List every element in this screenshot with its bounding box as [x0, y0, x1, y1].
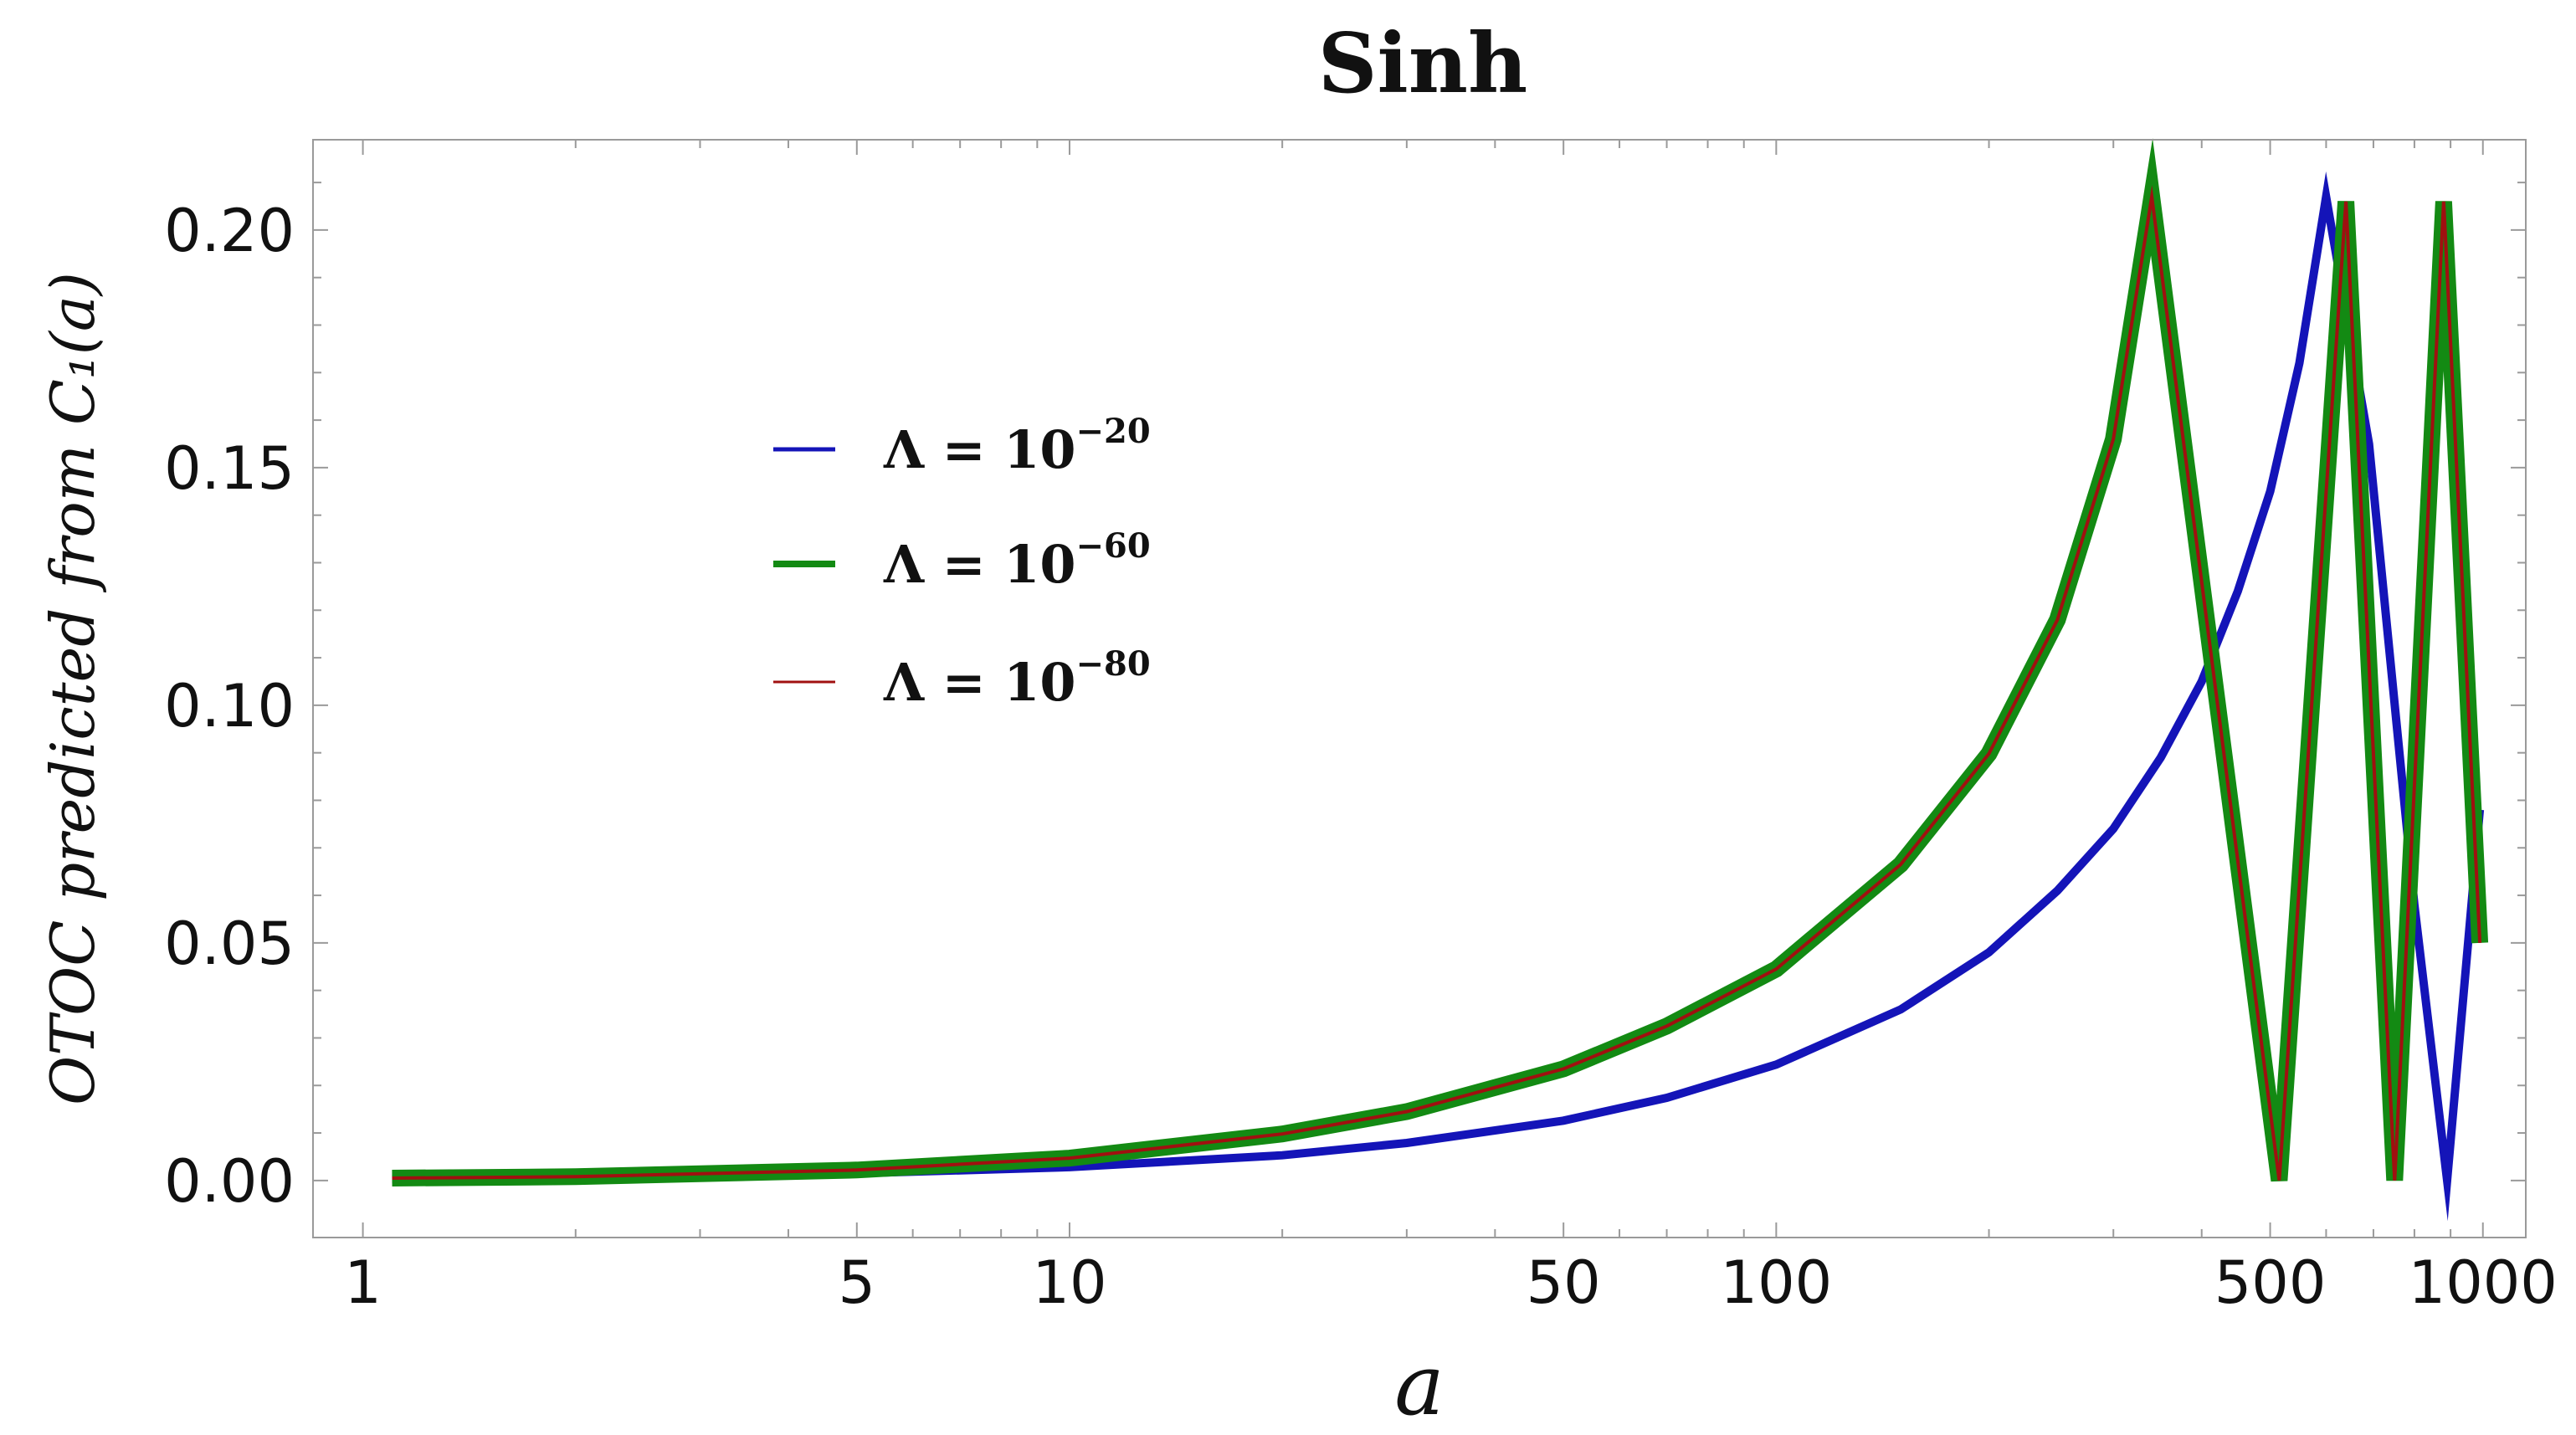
- legend-item-lambda-1e-20: Λ = 10−20: [773, 412, 1151, 480]
- chart-title: Sinh: [1318, 16, 1528, 112]
- legend-label: Λ = 10−80: [883, 644, 1151, 713]
- x-tick-label: 50: [1527, 1248, 1601, 1317]
- y-ticks: 0.00 0.05 0.10 0.15 0.20: [164, 182, 2526, 1216]
- plot-frame: [312, 139, 2527, 1238]
- y-tick-label: 0.15: [164, 434, 295, 503]
- y-tick-label: 0.20: [164, 197, 295, 265]
- x-tick-label: 5: [839, 1248, 876, 1317]
- x-tick-label: 1000: [2409, 1248, 2558, 1317]
- series-line-lambda-1e-80: [392, 185, 2482, 1181]
- y-tick-label: 0.00: [164, 1147, 295, 1216]
- x-axis-label: a: [1394, 1336, 1445, 1434]
- legend: Λ = 10−20 Λ = 10−60 Λ = 10−80: [773, 412, 1151, 713]
- legend-label-exponent: −20: [1076, 412, 1151, 451]
- legend-label-exponent: −60: [1076, 526, 1151, 566]
- legend-label-exponent: −80: [1076, 644, 1151, 684]
- legend-label: Λ = 10−60: [883, 526, 1151, 595]
- legend-item-lambda-1e-80: Λ = 10−80: [773, 644, 1151, 713]
- y-tick-label: 0.10: [164, 672, 295, 741]
- plot-lines: [392, 138, 2489, 1222]
- x-tick-label: 100: [1721, 1248, 1833, 1317]
- x-tick-label: 10: [1032, 1248, 1106, 1317]
- y-axis-label: OTOC predicted from C₁(a): [38, 272, 108, 1105]
- legend-label: Λ = 10−20: [883, 412, 1151, 480]
- x-tick-label: 500: [2214, 1248, 2327, 1317]
- legend-item-lambda-1e-60: Λ = 10−60: [773, 526, 1151, 595]
- x-ticks: 1 5 10 50 100 500 1000: [344, 140, 2558, 1317]
- y-tick-label: 0.05: [164, 910, 295, 978]
- series-line-lambda-1e-60: [392, 138, 2489, 1186]
- x-tick-label: 1: [344, 1248, 382, 1317]
